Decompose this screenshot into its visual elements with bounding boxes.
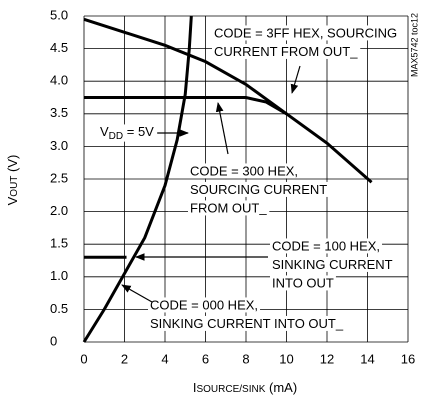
- y-tick-label: 1.0: [50, 268, 68, 283]
- x-tick-label: 10: [279, 351, 293, 366]
- x-tick-label: 8: [242, 351, 249, 366]
- x-tick-label: 6: [202, 351, 209, 366]
- curves: [82, 15, 373, 343]
- curve: [82, 15, 193, 343]
- y-tick-label: 3.5: [50, 105, 68, 120]
- x-tick-label: 14: [360, 351, 374, 366]
- annotation-arrow: [290, 65, 301, 94]
- y-tick-label: 4.0: [50, 73, 68, 88]
- annotation-text: CODE = 100 HEX,: [272, 238, 380, 253]
- y-tick-label: 5.0: [50, 7, 68, 22]
- annotation-bg: [270, 275, 336, 291]
- watermark: MAX5742 toc12: [409, 13, 419, 77]
- y-tick-label: 2.5: [50, 170, 68, 185]
- annotation-bg: [188, 200, 270, 216]
- annotation-bg: [212, 43, 361, 59]
- y-tick-label: 4.5: [50, 40, 68, 55]
- annotation-bg: [188, 163, 301, 179]
- annotation-text: CODE = 3FF HEX, SOURCING: [214, 25, 397, 40]
- annotation-bg: [148, 297, 261, 313]
- x-tick-label: 2: [121, 351, 128, 366]
- annotation-bg: [98, 124, 157, 142]
- x-axis-label: ISOURCE/SINK (mA): [193, 380, 297, 395]
- y-tick-label: 1.5: [50, 236, 68, 251]
- curve: [83, 17, 373, 184]
- annotation-arrow: [121, 284, 153, 303]
- annotation-bg: [188, 181, 330, 197]
- annotation-text: CURRENT FROM OUT_: [214, 44, 358, 59]
- annotation-bg: [212, 25, 400, 41]
- annotation-text: FROM OUT_: [190, 200, 267, 215]
- annotation-text: SOURCING CURRENT: [190, 182, 327, 197]
- x-tick-label: 12: [320, 351, 334, 366]
- curve: [84, 96, 288, 116]
- y-axis-label: VOUT (V): [5, 155, 20, 206]
- y-tick-label: 2.0: [50, 203, 68, 218]
- y-tick-label: 0: [50, 333, 57, 348]
- y-tick-label: 3.0: [50, 138, 68, 153]
- annotation-text: INTO OUT: [272, 275, 334, 290]
- y-tick-label: 0.5: [50, 301, 68, 316]
- annotation-text: SINKING CURRENT: [272, 257, 393, 272]
- annotation-text: CODE = 300 HEX,: [190, 163, 298, 178]
- annotations: CODE = 3FF HEX, SOURCING CURRENT FROM OUT…: [121, 25, 400, 331]
- annotation-bg: [270, 238, 383, 254]
- x-tick-label: 4: [161, 351, 168, 366]
- annotation-text: SINKING CURRENT INTO OUT_: [150, 316, 344, 331]
- annotation-bg: [270, 256, 395, 272]
- x-tick-label: 16: [401, 351, 415, 366]
- x-tick-label: 0: [80, 351, 87, 366]
- annotation-text: CODE = 000 HEX,: [150, 297, 258, 312]
- annotation-bg: [148, 315, 346, 331]
- annotation-arrow: [215, 102, 229, 155]
- vdd-label: VDD = 5V: [100, 124, 154, 141]
